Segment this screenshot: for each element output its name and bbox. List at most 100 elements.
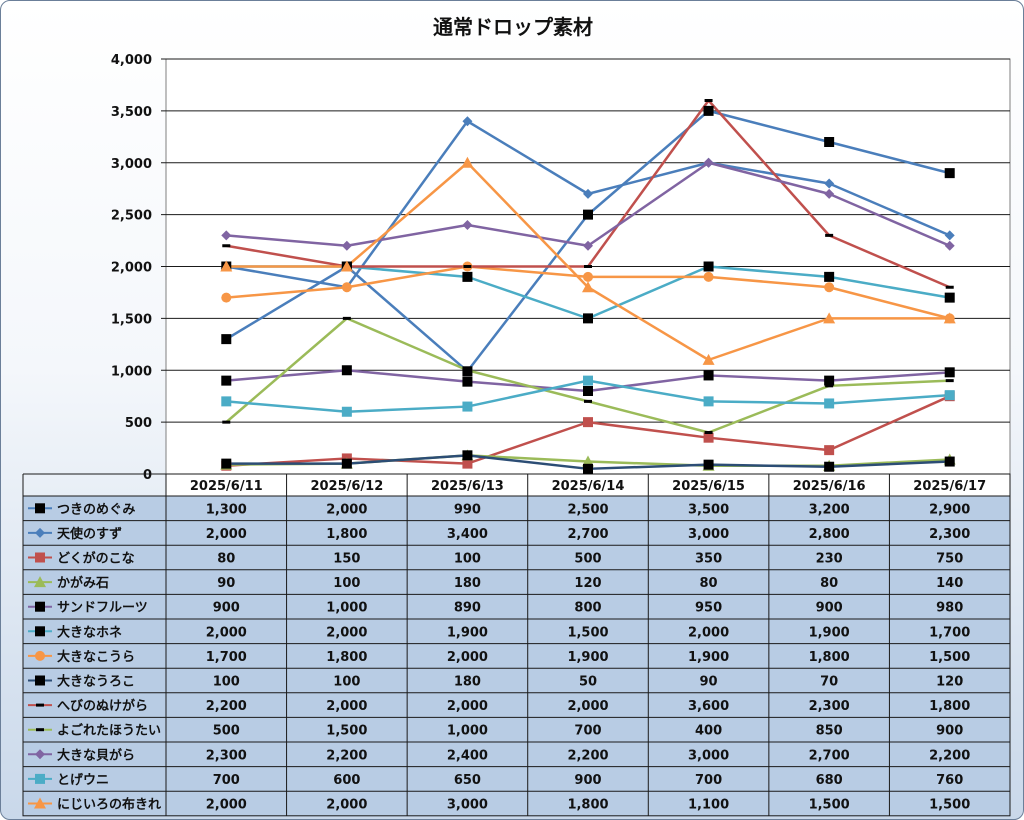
table-cell-value: 700 — [574, 724, 601, 739]
legend-series-name: 大きなうろこ — [57, 674, 135, 690]
table-cell-value: 2,200 — [206, 699, 247, 714]
data-point — [703, 432, 714, 443]
series-markers — [220, 99, 956, 474]
data-point — [462, 401, 473, 412]
data-point — [702, 353, 715, 365]
table-cell-value: 500 — [574, 552, 601, 567]
legend-key-marker — [35, 675, 45, 686]
table-cell-value: 1,800 — [567, 798, 608, 813]
table-cell-value: 1,500 — [326, 724, 367, 739]
table-cell-value: 1,500 — [809, 798, 850, 813]
table-cell-value: 900 — [936, 724, 963, 739]
table-body — [22, 495, 1011, 817]
data-point — [341, 240, 352, 251]
y-tick-label: 4,000 — [111, 53, 152, 68]
table-cell-value: 100 — [333, 576, 360, 591]
table-cell-value: 2,300 — [809, 699, 850, 714]
data-point — [221, 375, 232, 386]
data-point — [703, 459, 714, 470]
data-point — [461, 156, 474, 168]
data-point — [584, 265, 592, 268]
data-point — [222, 244, 231, 248]
data-point — [462, 220, 473, 230]
table-cell-value: 100 — [213, 675, 240, 690]
data-point — [704, 431, 713, 434]
y-tick-label: 1,500 — [111, 312, 152, 327]
data-point — [944, 240, 955, 251]
x-category-label: 2025/6/11 — [190, 479, 263, 494]
data-point — [221, 230, 232, 241]
table-cell-value: 2,700 — [567, 527, 608, 542]
legend-series-name: にじいろの布きれ — [57, 797, 161, 813]
y-tick-label: 2,000 — [111, 261, 152, 276]
legend-series-name: とげウニ — [57, 772, 109, 788]
data-point — [221, 396, 232, 407]
legend-key-marker — [35, 773, 45, 784]
table-cell-value: 980 — [936, 601, 963, 616]
table-cell-value: 2,700 — [809, 748, 850, 763]
data-point — [825, 233, 834, 237]
table-cell-value: 1,500 — [929, 650, 970, 665]
table-cell-value: 180 — [454, 675, 481, 690]
data-point — [824, 188, 835, 199]
data-point — [945, 285, 954, 289]
table-cell-value: 1,800 — [326, 527, 367, 542]
table-cell-value: 1,000 — [447, 724, 488, 739]
legend-series-name: つきのめぐみ — [57, 502, 135, 517]
data-point — [825, 384, 834, 388]
table-cell-value: 1,800 — [929, 699, 970, 714]
data-point — [704, 99, 713, 102]
legend-series-name: かがみ石 — [57, 575, 109, 591]
table-cell-value: 1,700 — [929, 625, 970, 640]
data-point — [703, 105, 714, 116]
y-tick-label: 3,500 — [111, 105, 152, 120]
table-cell-value: 2,000 — [567, 699, 608, 714]
data-point — [341, 365, 352, 376]
table-cell-value: 3,400 — [447, 527, 488, 542]
y-axis-ticks: 0 500 1,000 1,500 2,000 2,500 3,000 3,500 4,000 — [111, 53, 166, 483]
data-point — [342, 316, 351, 320]
table-cell-value: 2,400 — [447, 748, 488, 763]
table-cell-value: 2,000 — [326, 699, 367, 714]
legend-series-name: どくがのこな — [57, 551, 135, 567]
table-cell-value: 100 — [454, 552, 481, 567]
data-point — [341, 282, 352, 293]
data-point — [582, 281, 594, 293]
table-cell-value: 90 — [700, 675, 718, 690]
table-cell-value: 2,200 — [326, 748, 367, 763]
legend-key-marker — [35, 552, 45, 563]
data-point — [583, 417, 593, 428]
data-point — [462, 116, 473, 127]
legend-key-marker — [35, 601, 45, 612]
table-cell-value: 100 — [333, 675, 360, 690]
data-point — [463, 368, 472, 372]
data-point — [220, 260, 233, 272]
data-point — [824, 178, 835, 189]
x-category-label: 2025/6/12 — [310, 479, 383, 494]
table-cell-value: 90 — [217, 576, 235, 591]
legend-series-name: よごれたほうたい — [57, 723, 161, 739]
legend-key-marker — [36, 728, 44, 732]
y-tick-label: 0 — [143, 468, 152, 483]
data-point — [462, 450, 473, 461]
data-point — [583, 375, 593, 386]
data-point — [463, 265, 472, 268]
legend-key-marker — [34, 797, 46, 809]
data-point — [462, 376, 473, 387]
data-point — [583, 313, 593, 324]
legend-series-name: サンドフルーツ — [57, 601, 148, 616]
data-point — [703, 157, 714, 168]
table-cell-value: 2,000 — [206, 625, 247, 640]
table-cell-value: 2,000 — [688, 625, 729, 640]
data-point — [824, 461, 835, 472]
data-point — [703, 396, 714, 407]
x-category-label: 2025/6/15 — [672, 479, 745, 494]
table-cell-value: 1,500 — [567, 625, 608, 640]
table-cell-value: 850 — [816, 724, 843, 739]
table-cell-value: 680 — [816, 773, 843, 788]
table-cell-value: 2,200 — [567, 748, 608, 763]
data-point — [583, 209, 593, 220]
y-tick-label: 2,500 — [111, 209, 152, 224]
table-cell-value: 3,000 — [688, 748, 729, 763]
data-point — [703, 271, 714, 282]
